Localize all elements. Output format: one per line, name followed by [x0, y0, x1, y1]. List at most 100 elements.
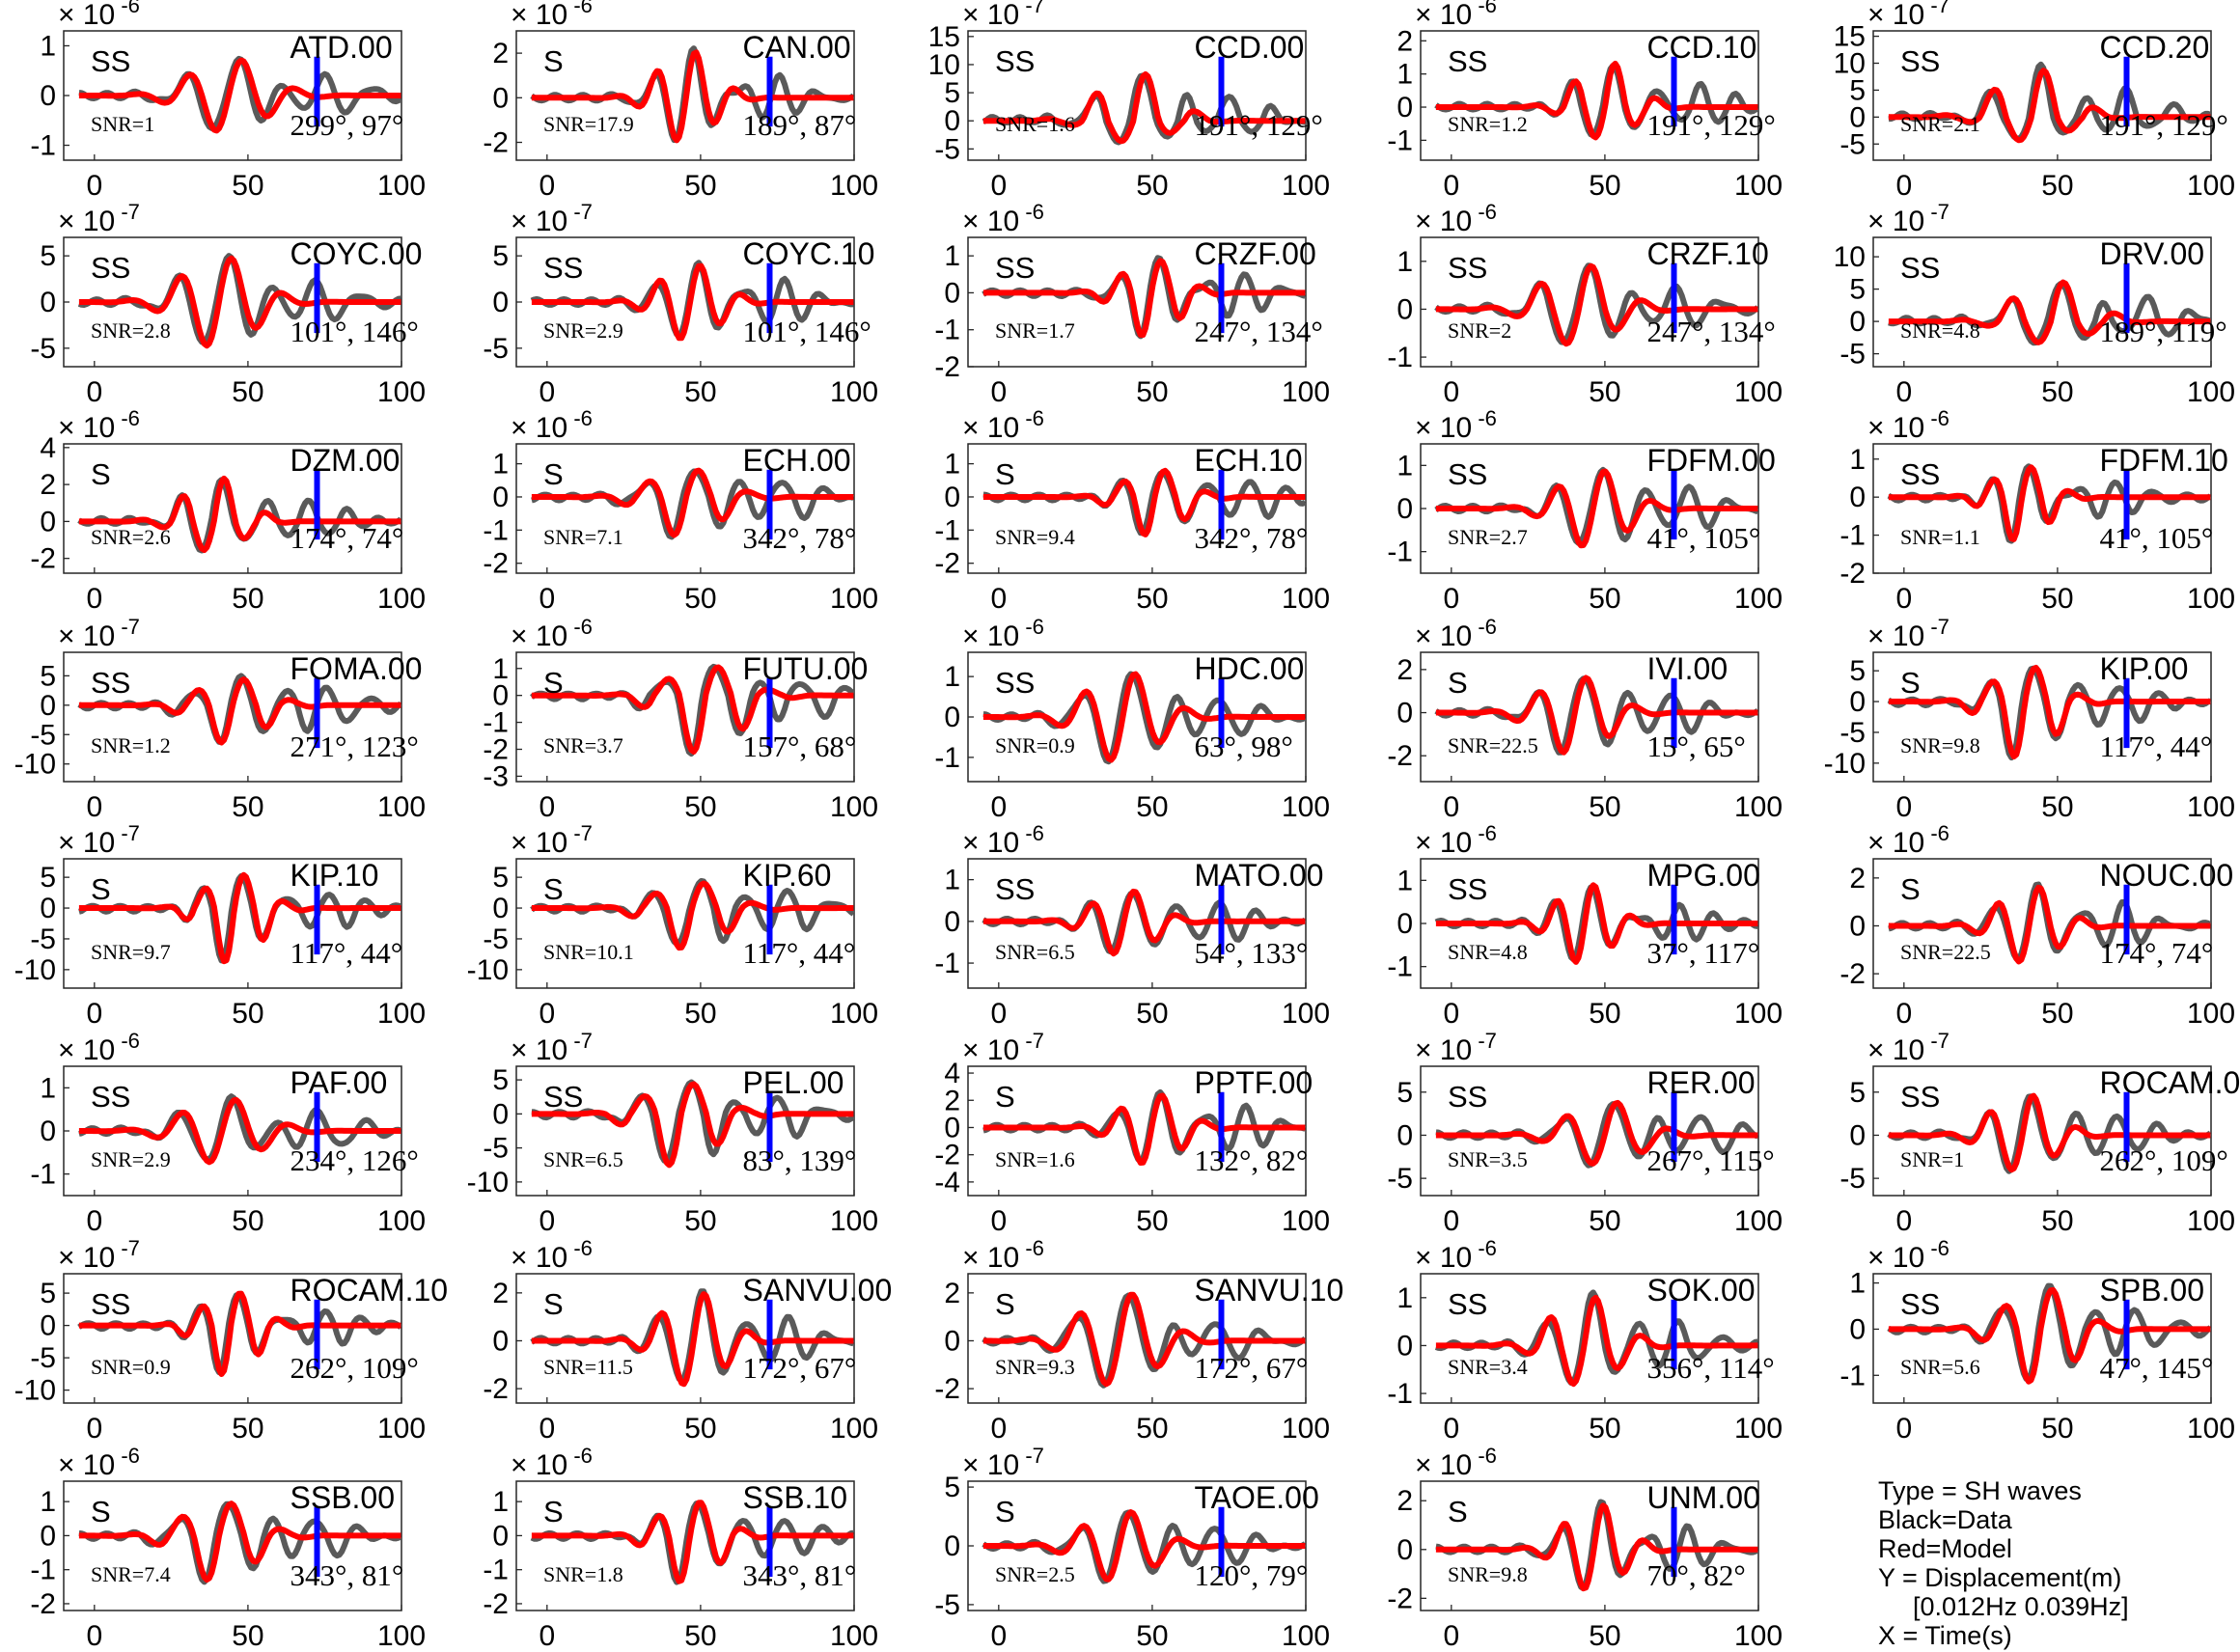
- snr-label: SNR=10.1: [543, 940, 634, 964]
- legend-band: [0.012Hz 0.039Hz]: [1913, 1592, 2129, 1621]
- azimuth-label: 262°, 109°: [2100, 1143, 2228, 1177]
- y-tick-label: 0: [1849, 1313, 1866, 1345]
- x-tick-label: 100: [1282, 376, 1330, 408]
- model-trace: [531, 880, 854, 951]
- axis-exponent-label: × 10 -7: [511, 821, 593, 859]
- x-tick-label: 100: [377, 1205, 426, 1237]
- y-tick-label: -2: [934, 548, 960, 580]
- y-tick-label: 5: [944, 1472, 960, 1503]
- y-tick-label: -1: [30, 1555, 56, 1586]
- snr-label: SNR=2.1: [1900, 112, 1980, 136]
- x-tick-label: 50: [2041, 583, 2073, 615]
- azimuth-label: 41°, 105°: [1647, 521, 1761, 555]
- x-tick-label: 50: [1136, 1413, 1168, 1445]
- snr-label: SNR=1.6: [995, 1147, 1075, 1171]
- y-tick-label: -1: [483, 1555, 509, 1586]
- y-tick-label: -2: [483, 127, 509, 159]
- y-tick-label: -2: [934, 351, 960, 383]
- x-tick-label: 50: [1589, 1620, 1620, 1652]
- axis-exponent-label: × 10 -6: [1415, 1236, 1497, 1274]
- snr-label: SNR=6.5: [995, 940, 1075, 964]
- panel-frame: [1872, 30, 2212, 161]
- station-label: CAN.00: [743, 30, 851, 65]
- y-tick-label: 1: [1397, 59, 1413, 91]
- y-tick-label: -1: [934, 742, 960, 774]
- panel-frame: [515, 1480, 855, 1611]
- panel-mato-00: 0 50 100 1 0 -1 × 10 -6 MATO.00 SS SNR=6.5 54°, 13…: [934, 821, 1330, 1030]
- snr-label: SNR=2.6: [91, 525, 171, 549]
- x-tick-label: 0: [1895, 376, 1912, 408]
- azimuth-label: 83°, 139°: [743, 1143, 857, 1177]
- y-tick-label: -1: [1387, 537, 1413, 568]
- axis-exponent-label: × 10 -7: [1415, 1029, 1497, 1066]
- x-tick-label: 50: [2041, 998, 2073, 1030]
- axis-exponent-label: × 10 -6: [511, 1444, 593, 1481]
- panel-frame: [967, 1273, 1307, 1404]
- x-tick-label: 100: [1734, 791, 1783, 823]
- x-tick-label: 100: [1282, 1413, 1330, 1445]
- station-label: UNM.00: [1647, 1480, 1760, 1515]
- azimuth-label: 70°, 82°: [1647, 1558, 1746, 1592]
- y-tick-label: 0: [40, 1520, 56, 1552]
- y-tick-label: 0: [944, 482, 960, 513]
- x-tick-label: 100: [1734, 1620, 1783, 1652]
- snr-label: SNR=1.8: [543, 1562, 623, 1586]
- axis-exponent-label: × 10 -6: [1415, 821, 1497, 859]
- station-label: DRV.00: [2100, 236, 2205, 271]
- station-label: SSB.00: [290, 1480, 396, 1515]
- y-tick-label: -1: [934, 948, 960, 979]
- model-trace: [982, 1509, 1306, 1583]
- station-label: CCD.20: [2100, 30, 2210, 65]
- azimuth-label: 267°, 115°: [1647, 1143, 1775, 1177]
- y-tick-label: 1: [1849, 444, 1866, 476]
- x-tick-label: 100: [830, 998, 878, 1030]
- snr-label: SNR=3.7: [543, 733, 623, 757]
- azimuth-label: 247°, 134°: [1195, 315, 1323, 348]
- phase-label: SS: [995, 666, 1035, 700]
- model-trace: [982, 888, 1306, 957]
- snr-label: SNR=2.9: [543, 318, 623, 343]
- model-trace: [531, 1500, 854, 1584]
- model-trace: [1888, 1287, 2211, 1385]
- x-tick-label: 50: [2041, 1413, 2073, 1445]
- station-label: FDFM.10: [2100, 443, 2228, 478]
- y-tick-label: 1: [40, 1486, 56, 1518]
- x-tick-label: 0: [539, 376, 555, 408]
- model-trace: [982, 671, 1306, 763]
- y-tick-label: 0: [1849, 306, 1866, 338]
- snr-label: SNR=9.8: [1448, 1562, 1528, 1586]
- axis-exponent-label: × 10 -7: [962, 1444, 1044, 1481]
- y-tick-label: 1: [1397, 865, 1413, 896]
- phase-label: S: [91, 872, 111, 906]
- y-tick-label: -1: [1387, 124, 1413, 156]
- station-label: KIP.00: [2100, 651, 2189, 686]
- x-tick-label: 50: [1136, 583, 1168, 615]
- panel-hdc-00: 0 50 100 1 0 -1 × 10 -6 HDC.00 SS SNR=0.9 63°, 98°: [934, 615, 1330, 823]
- axis-exponent-label: × 10 -7: [962, 1029, 1044, 1066]
- phase-label: SS: [91, 251, 130, 285]
- x-tick-label: 100: [1282, 1620, 1330, 1652]
- y-tick-label: -1: [1839, 520, 1866, 552]
- y-tick-label: 0: [1397, 908, 1413, 940]
- axis-exponent-label: × 10 -6: [962, 1236, 1044, 1274]
- panel-atd-00: 0 50 100 1 0 -1 × 10 -6 ATD.00 SS SNR=1 299°, 97°: [30, 0, 426, 202]
- y-tick-label: 0: [492, 893, 509, 924]
- snr-label: SNR=2: [1448, 318, 1511, 343]
- x-tick-label: 50: [232, 1205, 263, 1237]
- y-tick-label: 0: [492, 82, 509, 114]
- panel-sanvu-00: 0 50 100 2 0 -2 × 10 -6 SANVU.00 S SNR=11.5 172°, …: [483, 1236, 892, 1445]
- station-label: MPG.00: [1647, 858, 1760, 893]
- station-label: TAOE.00: [1195, 1480, 1319, 1515]
- panel-frame: [967, 30, 1307, 161]
- x-tick-label: 100: [377, 170, 426, 202]
- y-tick-label: 2: [492, 1278, 509, 1309]
- x-tick-label: 0: [1895, 998, 1912, 1030]
